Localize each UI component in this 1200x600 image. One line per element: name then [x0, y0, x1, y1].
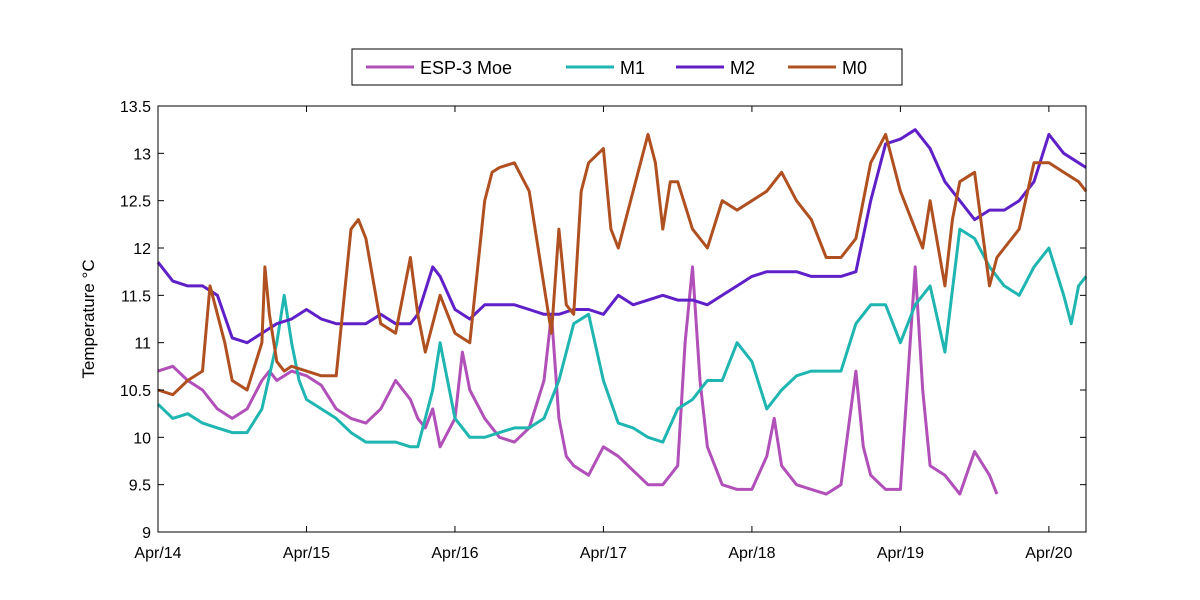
y-tick-label: 10 [133, 430, 151, 447]
y-axis-title: Temperature °C [79, 259, 98, 378]
y-tick-label: 10.5 [120, 383, 151, 400]
y-tick-label: 12 [133, 241, 151, 258]
y-tick-label: 11 [134, 336, 151, 353]
legend-label: M2 [730, 58, 755, 78]
legend: ESP-3 Moe M1 M2 M0 [351, 48, 903, 86]
legend-label: M0 [842, 58, 867, 78]
y-tick-label: 13.5 [120, 99, 151, 116]
x-tick-label: Apr/19 [877, 545, 924, 562]
y-axis: 9 9.5 10 10.5 11 11.5 12 12.5 13 13.5 [120, 99, 1086, 542]
legend-label: ESP-3 Moe [420, 58, 512, 78]
series-line-1 [156, 227, 1088, 449]
y-tick-label: 12.5 [120, 194, 151, 211]
x-tick-label: Apr/16 [431, 545, 478, 562]
series-line-3 [157, 132, 1088, 397]
legend-label: M1 [620, 58, 645, 78]
y-tick-label: 13 [133, 146, 151, 163]
plot-area-frame [157, 105, 1087, 533]
y-tick-label: 9.5 [129, 478, 151, 495]
series-line-0 [157, 265, 999, 496]
plot-lines [156, 128, 1088, 496]
x-axis: Apr/14 Apr/15 Apr/16 Apr/17 Apr/18 Apr/19 Apr/… [134, 106, 1073, 562]
x-tick-label: Apr/17 [580, 545, 627, 562]
x-tick-label: Apr/20 [1025, 545, 1072, 562]
x-tick-label: Apr/18 [728, 545, 775, 562]
x-tick-label: Apr/15 [283, 545, 330, 562]
series-line-2 [156, 128, 1087, 345]
x-tick-label: Apr/14 [134, 545, 181, 562]
y-tick-label: 11.5 [121, 288, 151, 305]
y-tick-label: 9 [142, 525, 151, 542]
